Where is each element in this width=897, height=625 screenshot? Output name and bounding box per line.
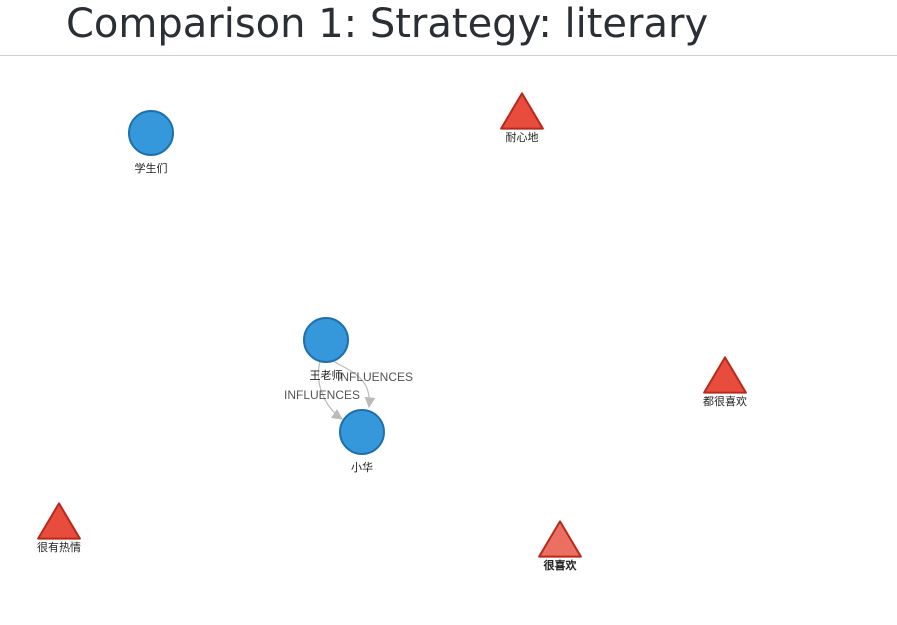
node-label-wanglaoshi: 王老师 [310, 369, 343, 382]
node-label-naixindi: 耐心地 [506, 131, 539, 144]
edges-layer [317, 360, 376, 420]
node-label-xueshengmen: 学生们 [135, 161, 168, 175]
page-header: Comparison 1: Strategy: literary [0, 0, 897, 56]
node-henyourexing[interactable] [37, 502, 81, 540]
node-label-henxihuan: 很喜欢 [543, 558, 578, 572]
node-naixindi[interactable] [500, 92, 544, 130]
node-label-henyourexing: 很有热情 [37, 540, 81, 554]
node-douhenxihuan[interactable] [703, 356, 747, 394]
edge-wanglaoshi-xiaohua-1[interactable] [317, 360, 343, 420]
edge-wanglaoshi-xiaohua-0[interactable] [332, 360, 376, 409]
node-xueshengmen[interactable] [128, 110, 174, 156]
edge-label: INFLUENCES [337, 370, 413, 384]
node-henxihuan[interactable] [538, 520, 582, 558]
node-label-douhenxihuan: 都很喜欢 [703, 394, 747, 408]
page-title: Comparison 1: Strategy: literary [66, 1, 709, 47]
node-wanglaoshi[interactable] [303, 317, 349, 363]
node-xiaohua[interactable] [339, 409, 385, 455]
nodes-layer [37, 92, 747, 558]
node-label-xiaohua: 小华 [351, 460, 373, 474]
edge-label: INFLUENCES [284, 388, 360, 402]
